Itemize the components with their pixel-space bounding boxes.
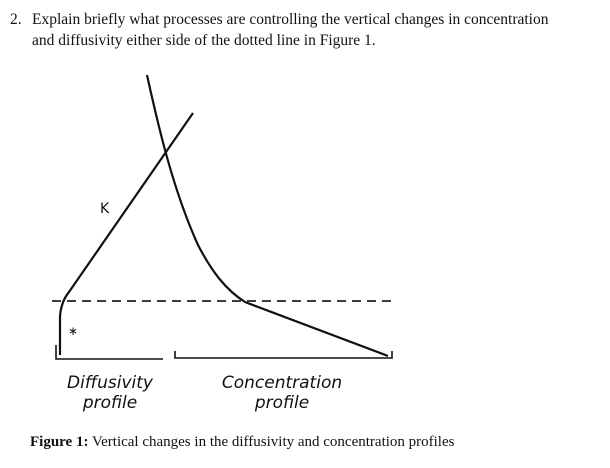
caption-prefix: Figure 1: bbox=[30, 434, 89, 450]
concentration-label-line-1: Concentration bbox=[222, 373, 342, 393]
asterisk-mark: ∗ bbox=[68, 324, 78, 338]
diffusivity-label-line-1: Diffusivity bbox=[67, 373, 154, 393]
caption-text: Vertical changes in the diffusivity and … bbox=[88, 434, 455, 450]
figure-caption: Figure 1: Vertical changes in the diffus… bbox=[30, 434, 454, 451]
concentration-axis-bracket bbox=[174, 351, 393, 359]
question-line-2: and diffusivity either side of the dotte… bbox=[32, 32, 376, 49]
concentration-label-line-2: profile bbox=[254, 393, 309, 413]
diffusivity-axis-bracket bbox=[55, 345, 163, 360]
diffusivity-curve bbox=[58, 112, 194, 355]
concentration-curve bbox=[145, 74, 389, 358]
diffusivity-label-line-2: profile bbox=[82, 393, 137, 413]
k-label: K bbox=[100, 201, 110, 217]
question-number: 2. bbox=[10, 11, 22, 28]
question-line-1: Explain briefly what processes are contr… bbox=[32, 11, 549, 28]
question-text: 2. Explain briefly what processes are con… bbox=[10, 9, 602, 51]
